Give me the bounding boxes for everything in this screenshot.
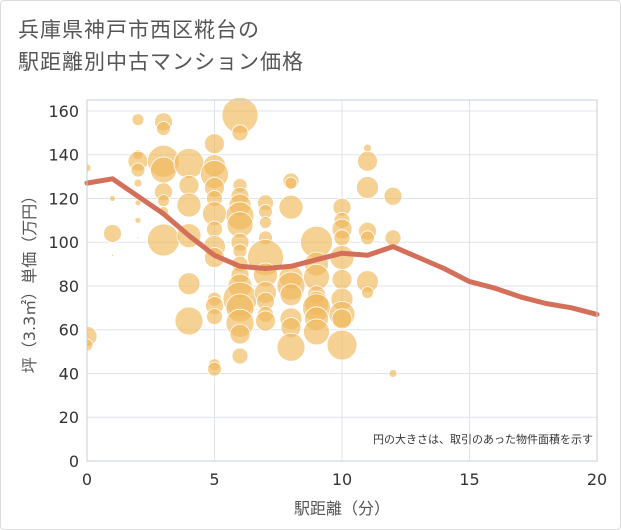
x-tick-label: 5 — [209, 470, 219, 489]
data-bubble — [147, 223, 180, 257]
y-tick-label: 160 — [48, 102, 79, 121]
data-bubble — [331, 308, 353, 330]
chart-title-line-2: 駅距離別中古マンション価格 — [18, 50, 304, 74]
data-bubble — [150, 156, 177, 184]
data-bubble — [231, 124, 249, 142]
data-bubble — [133, 178, 143, 188]
data-bubble — [279, 283, 303, 307]
data-bubble — [111, 253, 114, 257]
data-bubble — [356, 176, 379, 199]
y-tick-label: 120 — [48, 189, 79, 208]
axes — [86, 99, 598, 462]
data-bubble — [87, 338, 94, 352]
y-axis-label: 坪（3.3㎡）単価（万円） — [20, 188, 39, 373]
data-bubble — [173, 148, 205, 179]
bubble-series — [87, 98, 403, 378]
trend-series — [84, 176, 600, 317]
plot-border — [86, 99, 598, 462]
data-bubble — [131, 113, 145, 127]
chart-title-line-1: 兵庫県神戸市西区糀台の — [18, 18, 260, 42]
data-bubble — [178, 174, 200, 196]
data-bubble — [207, 361, 222, 377]
data-bubble — [156, 121, 171, 136]
data-bubble — [388, 369, 398, 378]
data-bubble — [130, 162, 146, 178]
data-bubble — [384, 229, 402, 247]
data-bubble — [109, 195, 116, 202]
data-bubble — [176, 192, 202, 218]
data-bubble — [103, 224, 122, 243]
y-tick-label: 140 — [48, 146, 79, 165]
data-bubble — [134, 216, 142, 224]
y-tick-label: 80 — [59, 277, 79, 296]
data-bubble — [206, 220, 223, 238]
data-bubble — [303, 318, 330, 346]
x-tick-label: 15 — [459, 470, 479, 489]
trend-line — [84, 176, 600, 317]
bubble-size-note: 円の大きさは、取引のあった物件面積を示す — [373, 432, 593, 446]
data-bubble — [177, 272, 201, 296]
y-tick-label: 20 — [59, 408, 79, 427]
x-tick-label: 10 — [332, 470, 352, 489]
data-bubble — [333, 229, 351, 247]
data-bubble — [357, 150, 378, 172]
data-bubble — [229, 323, 251, 345]
y-tick-label: 60 — [59, 321, 79, 340]
y-tick-label: 100 — [48, 233, 79, 252]
data-bubble — [204, 133, 225, 155]
y-tick-label: 40 — [59, 364, 79, 383]
tick-labels: 0 20 40 60 80 100 120 140 160 0 5 10 15 20 — [48, 102, 607, 489]
data-bubble — [174, 306, 204, 336]
data-bubble — [383, 186, 403, 206]
data-bubble — [87, 163, 92, 173]
x-tick-label: 0 — [82, 470, 92, 489]
data-bubble — [206, 308, 223, 326]
y-tick-label: 0 — [69, 452, 79, 471]
data-bubble — [255, 310, 276, 332]
data-bubble — [136, 236, 140, 240]
data-bubble — [134, 199, 142, 207]
data-bubble — [276, 332, 306, 362]
data-bubble — [157, 194, 170, 208]
chart-title: 兵庫県神戸市西区糀台の 駅距離別中古マンション価格 — [18, 14, 304, 78]
data-bubble — [361, 286, 374, 299]
data-bubble — [231, 347, 249, 365]
x-axis-label: 駅距離（分） — [294, 499, 390, 518]
data-bubble — [278, 194, 304, 220]
data-bubble — [259, 216, 272, 229]
data-bubble — [331, 269, 353, 290]
x-tick-label: 20 — [587, 470, 607, 489]
data-bubble — [326, 329, 358, 361]
data-bubble — [360, 230, 375, 246]
data-bubble — [284, 176, 298, 190]
